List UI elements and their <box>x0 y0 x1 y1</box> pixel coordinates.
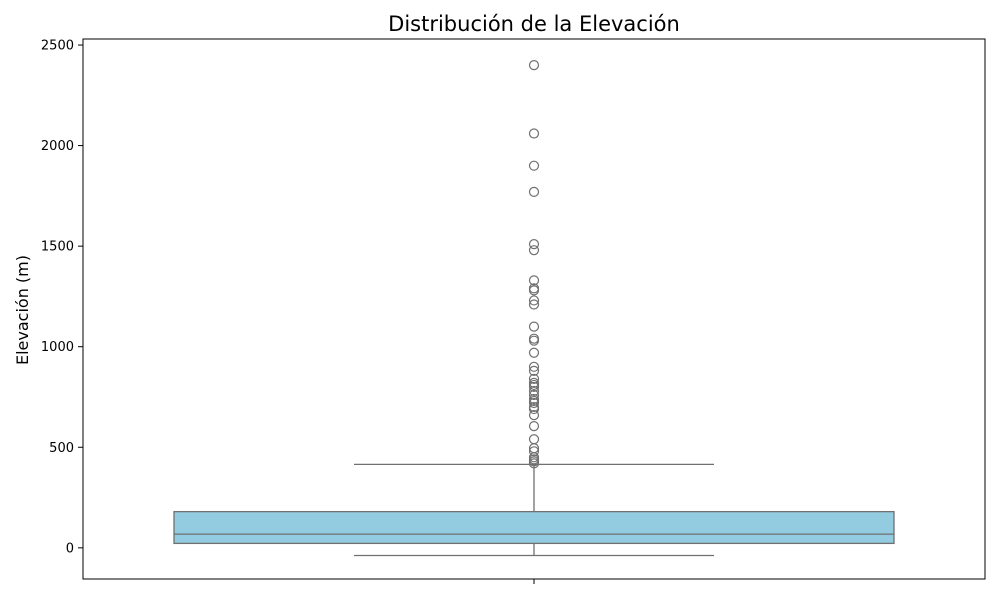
outlier-point <box>528 275 540 286</box>
outlier-point <box>528 381 540 393</box>
outlier-point <box>528 389 540 401</box>
outlier-point <box>528 385 540 397</box>
outlier-point <box>528 458 540 469</box>
chart-title: Distribución de la Elevación <box>388 12 680 36</box>
outlier-point <box>528 239 540 250</box>
y-tick-label: 1000 <box>41 340 74 355</box>
y-tick-label: 2000 <box>41 139 74 154</box>
outlier-point <box>528 409 540 421</box>
outlier-point <box>528 321 540 332</box>
y-tick-label: 2500 <box>41 39 74 54</box>
outlier-point <box>528 245 540 256</box>
iqr-box <box>173 510 895 545</box>
outlier-point <box>528 295 540 306</box>
outlier-point <box>528 365 540 376</box>
outlier-point <box>528 347 540 358</box>
outlier-point <box>528 160 540 171</box>
plot-area: 0 500 1000 1500 2000 2500 <box>41 38 986 584</box>
y-axis-label: Elevación (m) <box>13 255 32 365</box>
y-tick-label: 0 <box>66 541 74 556</box>
outlier-point <box>528 128 540 139</box>
outlier-point <box>528 299 540 310</box>
outlier-point <box>528 333 540 344</box>
outlier-point <box>528 446 540 457</box>
outlier-point <box>528 403 540 415</box>
y-tick-label: 1500 <box>41 240 74 255</box>
y-tick-label: 500 <box>49 441 74 456</box>
outlier-point <box>528 434 540 445</box>
outlier-point <box>528 285 540 296</box>
outlier-point <box>528 397 540 409</box>
outlier-point <box>528 421 540 432</box>
outlier-point <box>528 361 540 372</box>
outlier-point <box>528 335 540 346</box>
outlier-point <box>528 60 540 71</box>
outlier-point <box>528 186 540 197</box>
outlier-point <box>528 373 540 384</box>
